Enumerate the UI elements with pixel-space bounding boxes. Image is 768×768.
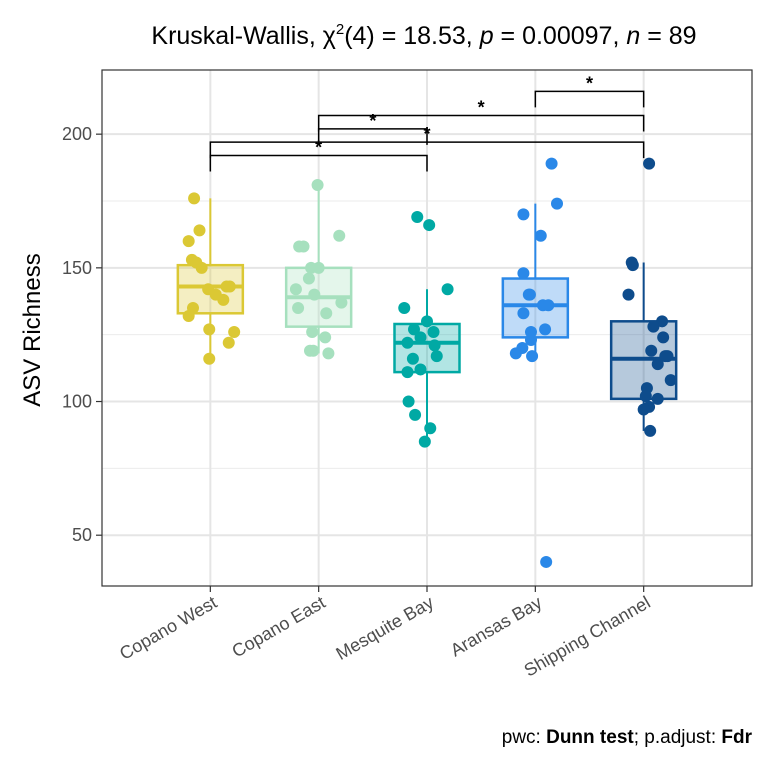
- y-tick-label: 150: [62, 258, 92, 278]
- data-point: [427, 326, 440, 339]
- data-point: [534, 229, 547, 242]
- x-axis: Copano West Copano East Mesquite Bay Aransa…: [116, 586, 654, 681]
- data-point: [335, 296, 348, 309]
- data-point: [193, 224, 206, 237]
- data-point: [308, 288, 321, 301]
- data-point: [418, 435, 431, 448]
- significance-bracket: [317, 114, 645, 132]
- data-point: [406, 352, 419, 365]
- significance-bracket: [317, 128, 428, 145]
- data-point: [203, 323, 216, 336]
- significance-bracket: [209, 154, 428, 172]
- data-point: [656, 315, 669, 328]
- data-point: [651, 392, 664, 405]
- data-point: [545, 157, 558, 170]
- data-point: [182, 309, 195, 322]
- data-point: [188, 192, 201, 205]
- data-point: [217, 293, 230, 306]
- data-point: [647, 320, 660, 333]
- data-point: [509, 347, 522, 360]
- data-point: [637, 403, 650, 416]
- data-point: [411, 211, 424, 224]
- significance-bracket: [534, 90, 645, 108]
- x-tick-label: Copano West: [116, 592, 220, 664]
- data-point: [402, 395, 415, 408]
- data-point: [398, 301, 411, 314]
- significance-label: *: [315, 138, 322, 158]
- chart-caption: pwc: Dunn test; p.adjust: Fdr: [502, 727, 753, 748]
- y-tick-label: 200: [62, 124, 92, 144]
- data-point: [622, 288, 635, 301]
- data-point: [203, 352, 216, 365]
- data-point: [401, 336, 414, 349]
- data-point: [517, 307, 530, 320]
- data-point: [643, 157, 656, 170]
- data-point: [526, 350, 539, 363]
- data-point: [228, 326, 241, 339]
- data-point: [424, 422, 437, 435]
- data-point: [423, 219, 436, 232]
- data-point: [441, 283, 454, 296]
- data-point: [408, 323, 420, 336]
- significance-label: *: [478, 97, 485, 117]
- data-point: [414, 363, 427, 376]
- data-point: [414, 331, 427, 344]
- data-point: [409, 408, 422, 421]
- data-point: [223, 280, 236, 293]
- data-point: [311, 178, 324, 191]
- chart-title: Kruskal-Wallis, χ2(4) = 18.53, p = 0.000…: [151, 21, 696, 50]
- y-axis: 50 100 150 200: [62, 124, 102, 545]
- data-point: [645, 344, 658, 357]
- data-point: [222, 336, 235, 349]
- data-point: [525, 334, 537, 347]
- box-iqr: [501, 277, 570, 339]
- data-point: [626, 259, 639, 272]
- data-point: [292, 301, 305, 314]
- data-point: [306, 326, 319, 339]
- data-point: [657, 331, 670, 344]
- data-point: [289, 283, 302, 296]
- data-point: [517, 208, 530, 221]
- data-point: [551, 197, 563, 210]
- data-point: [297, 240, 310, 253]
- data-point: [307, 344, 320, 357]
- data-point: [664, 374, 677, 387]
- data-point: [421, 315, 433, 328]
- data-point: [302, 272, 315, 285]
- data-point: [428, 339, 441, 352]
- data-point: [651, 358, 664, 371]
- x-tick-label: Copano East: [229, 592, 329, 661]
- data-point: [320, 307, 333, 320]
- data-point: [312, 261, 325, 274]
- significance-label: *: [586, 73, 593, 93]
- data-point: [542, 299, 555, 312]
- data-point: [430, 350, 443, 363]
- data-point: [540, 555, 553, 568]
- data-point: [539, 323, 552, 336]
- data-point: [523, 288, 536, 301]
- data-point: [333, 229, 346, 242]
- data-point: [401, 366, 414, 379]
- data-point: [322, 347, 335, 360]
- data-point: [639, 390, 652, 403]
- y-tick-label: 50: [72, 525, 92, 545]
- y-axis-label: ASV Richness: [19, 253, 46, 406]
- data-point: [195, 261, 208, 274]
- data-point: [182, 235, 195, 248]
- significance-label: *: [369, 111, 376, 131]
- y-tick-label: 100: [62, 392, 92, 412]
- data-point: [319, 331, 332, 344]
- data-points: [182, 157, 677, 568]
- data-point: [644, 424, 657, 437]
- box-iqr: [393, 322, 461, 374]
- x-tick-label: Mesquite Bay: [333, 592, 437, 664]
- data-point: [659, 350, 672, 363]
- data-point: [517, 267, 530, 280]
- x-tick-label: Aransas Bay: [447, 592, 545, 660]
- significance-brackets: *****: [209, 73, 645, 172]
